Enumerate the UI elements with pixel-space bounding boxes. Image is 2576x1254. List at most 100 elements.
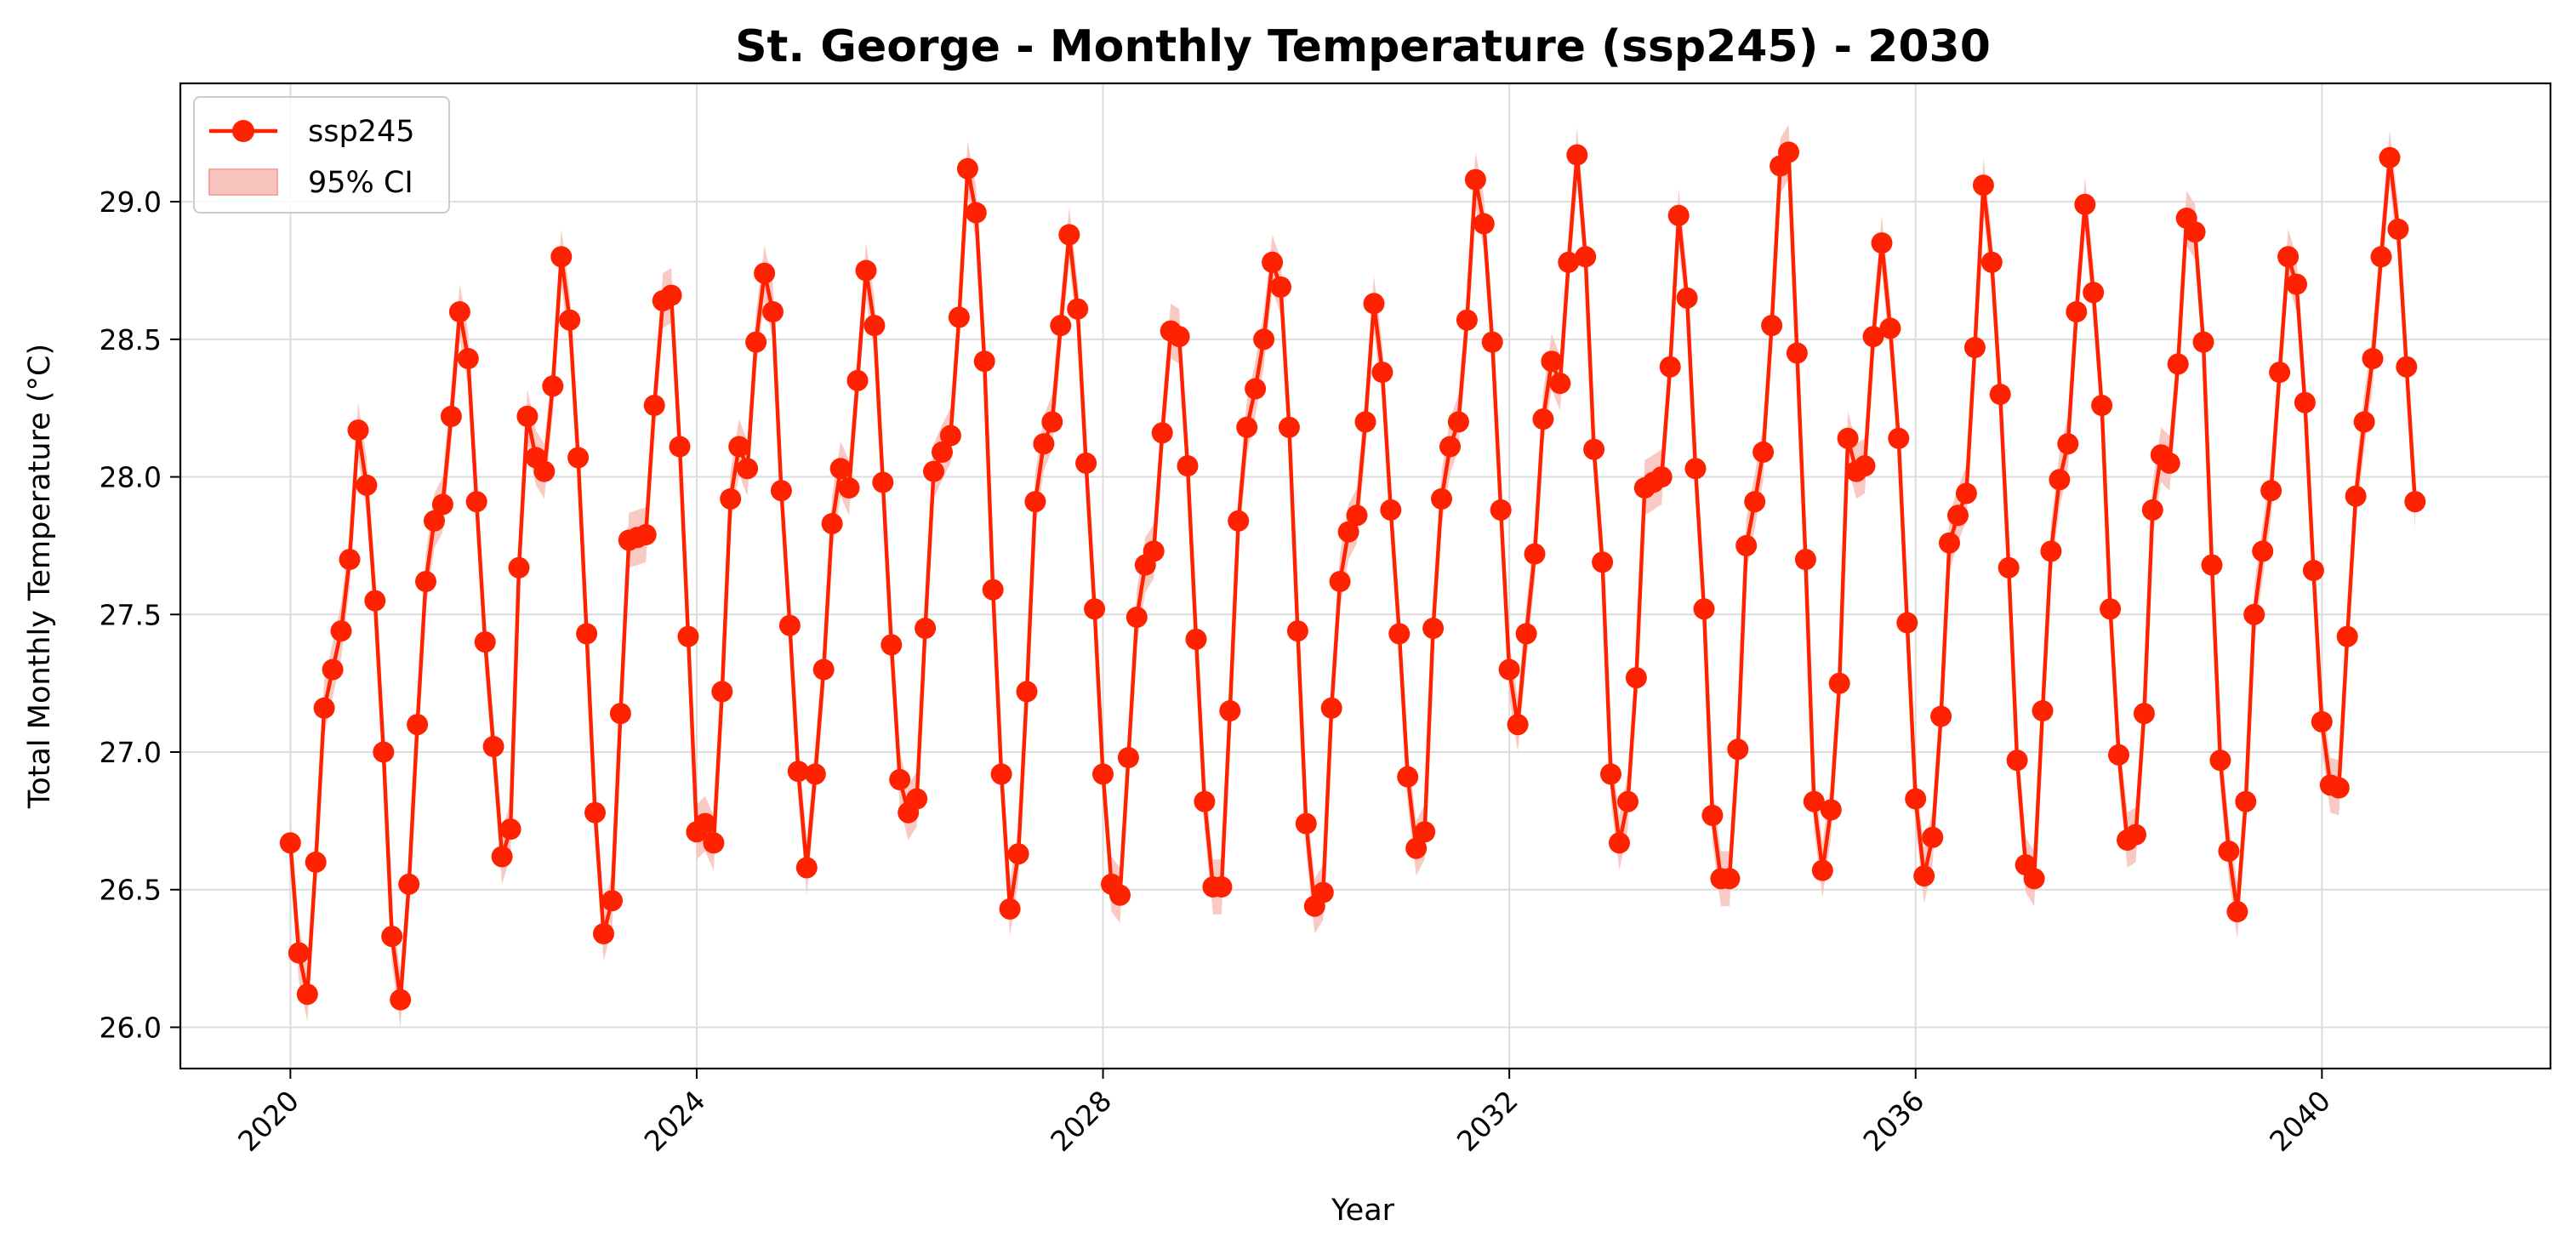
data-point [1312,881,1334,903]
data-point [1888,427,1910,449]
data-point [1456,309,1478,331]
data-point [1126,607,1148,628]
data-point [2286,273,2307,295]
data-point [1558,251,1580,273]
data-point [2260,480,2282,502]
data-point [2218,841,2240,862]
data-point [1718,868,1741,890]
data-point [1989,384,2011,405]
data-point [1405,837,1428,859]
data-point [643,395,665,416]
data-point [1490,499,1512,521]
data-point [1922,826,1944,848]
data-point [1092,763,1114,785]
data-point [1786,342,1808,364]
data-point [2345,485,2367,507]
data-point [1549,373,1571,395]
data-point [499,818,521,841]
data-point [2184,221,2206,243]
data-point [778,614,801,636]
data-point [1905,788,1927,810]
data-point [407,714,429,736]
data-point [559,309,581,331]
data-point [1617,790,1638,812]
data-point [550,246,573,268]
data-point [1337,521,1359,543]
data-point [1752,441,1775,463]
data-point [1481,331,1503,353]
data-point [1811,859,1833,881]
data-point [2353,411,2375,433]
data-point [1896,612,1918,634]
data-point [720,487,742,510]
data-point [1837,427,1859,449]
data-point [1295,812,1317,835]
data-point [829,458,852,480]
data-point [2328,777,2350,799]
data-point [2387,218,2409,240]
data-point [2057,433,2079,455]
data-point [2277,246,2300,268]
data-point [1955,482,1977,504]
data-point [1363,293,1385,315]
y-tick-label: 29.0 [100,185,162,219]
data-point [2252,540,2274,562]
data-point [609,703,631,725]
data-point [1828,672,1850,694]
data-point [872,471,894,493]
data-point [754,262,776,284]
data-point [1388,623,1411,645]
data-point [737,458,759,480]
y-axis-ticks: 26.0 26.5 27.0 27.5 28.0 28.5 29.0 [100,185,180,1044]
data-point [770,480,792,502]
data-point [1354,411,1376,433]
data-point [2091,395,2113,416]
data-point [1650,466,1673,488]
data-point [745,331,767,353]
data-point [863,315,886,337]
data-point [1947,504,1969,527]
data-point [347,419,369,442]
data-point [1963,337,1986,358]
data-point [923,460,944,482]
data-point [1075,452,1097,474]
data-point [728,436,750,458]
data-point [2040,540,2062,562]
data-point [2209,750,2231,772]
data-point [2032,700,2054,721]
data-point [567,447,590,469]
data-point [660,284,682,306]
data-point [601,890,623,912]
data-point [339,549,361,571]
data-point [1566,144,1588,166]
data-point [1380,499,1402,521]
data-point [1447,411,1469,433]
data-point [1676,287,1698,309]
plot-frame [179,82,2552,1070]
legend-ci-swatch [208,168,278,196]
data-point [2158,452,2180,474]
data-point [1439,436,1461,458]
data-point [1024,491,1046,513]
data-point [288,942,310,964]
data-point [457,348,479,369]
data-point [2269,362,2291,384]
data-point [2006,750,2028,772]
data-point [1033,433,1055,455]
data-point [1498,658,1520,681]
data-point [313,697,335,719]
data-point [1575,246,1597,268]
data-point [1228,510,1250,532]
data-point [279,832,301,854]
data-point [1913,865,1935,887]
data-point [982,579,1004,601]
data-point [1177,455,1199,477]
x-axis-label: Year [1331,1194,1395,1228]
data-point [1930,705,1952,727]
data-point [491,846,513,868]
y-tick-label: 26.5 [100,874,162,907]
data-point [973,351,995,373]
data-point [2192,331,2214,353]
data-point [1659,356,1681,378]
data-point [2243,603,2265,625]
